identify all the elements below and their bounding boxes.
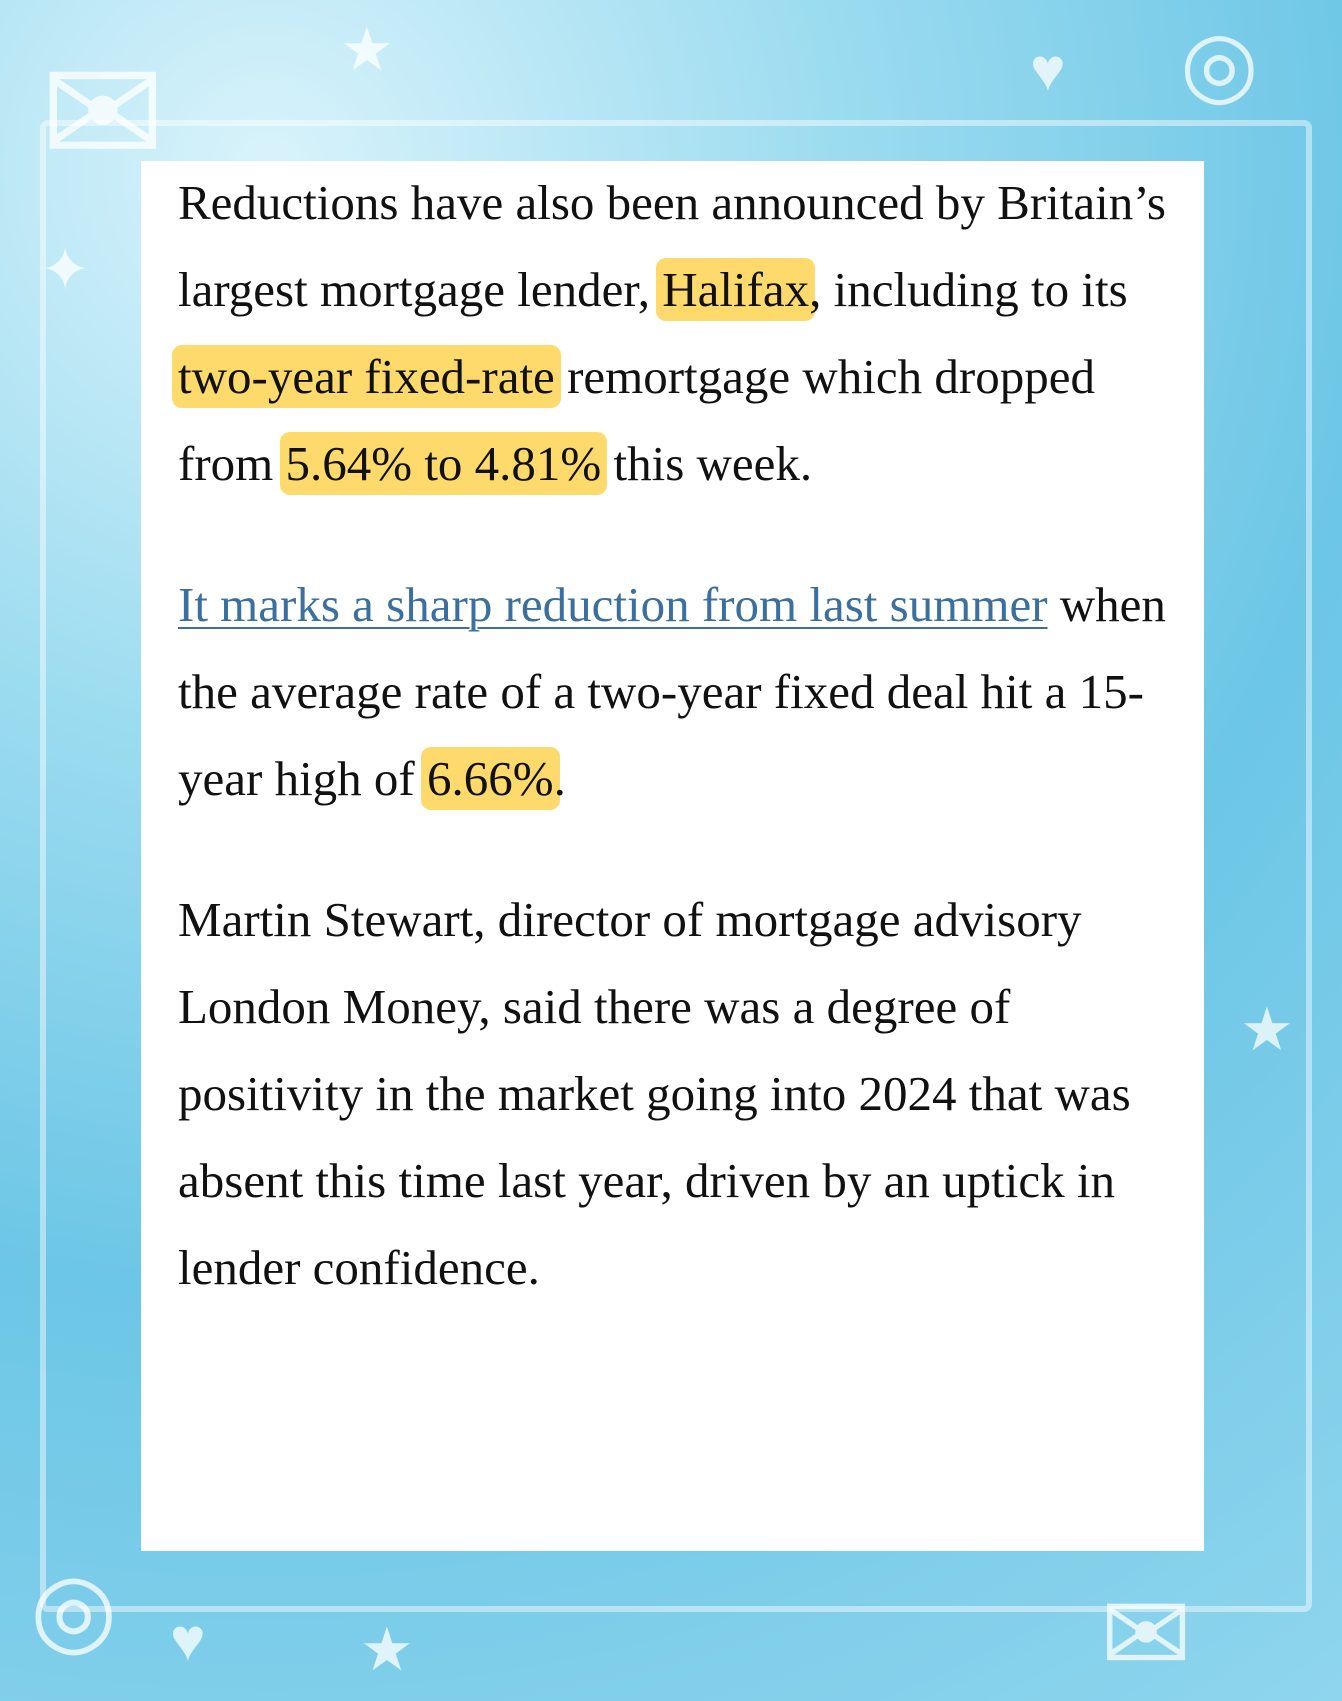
heart-icon: ♥ xyxy=(1030,37,1066,103)
envelope-icon: ✉ xyxy=(1100,1574,1193,1696)
article-card: Reductions have also been announced by B… xyxy=(141,161,1204,1551)
text: Reductions have also been announced by B… xyxy=(178,175,1166,317)
text: . xyxy=(553,751,566,806)
text: remortgage which dropped from xyxy=(178,349,1095,491)
text: this week. xyxy=(601,436,813,491)
text: Martin Stewart, director of mortgage adv… xyxy=(178,892,1131,1295)
paragraph: Reductions have also been announced by B… xyxy=(172,159,1174,507)
highlight: two-year fixed-rate xyxy=(172,345,561,408)
star-icon: ★ xyxy=(1240,997,1294,1063)
highlight: Halifax xyxy=(656,258,816,321)
paragraph: Martin Stewart, director of mortgage adv… xyxy=(178,876,1174,1311)
article-link[interactable]: It marks a sharp reduction from last sum… xyxy=(178,577,1048,632)
highlight: 6.66% xyxy=(421,747,560,810)
star-icon: ✦ xyxy=(40,237,91,303)
paragraph: It marks a sharp reduction from last sum… xyxy=(178,561,1174,822)
heart-icon: ♥ xyxy=(170,1607,206,1673)
spiral-icon: ◎ xyxy=(30,1554,118,1665)
highlight: 5.64% to 4.81% xyxy=(279,432,608,495)
decorative-frame xyxy=(40,120,1312,1612)
star-icon: ★ xyxy=(360,1617,414,1683)
text: , including to its xyxy=(809,262,1128,317)
spiral-icon: ◎ xyxy=(1180,15,1259,114)
text: when the average rate of a two-year fixe… xyxy=(178,577,1166,806)
star-icon: ★ xyxy=(340,17,394,83)
